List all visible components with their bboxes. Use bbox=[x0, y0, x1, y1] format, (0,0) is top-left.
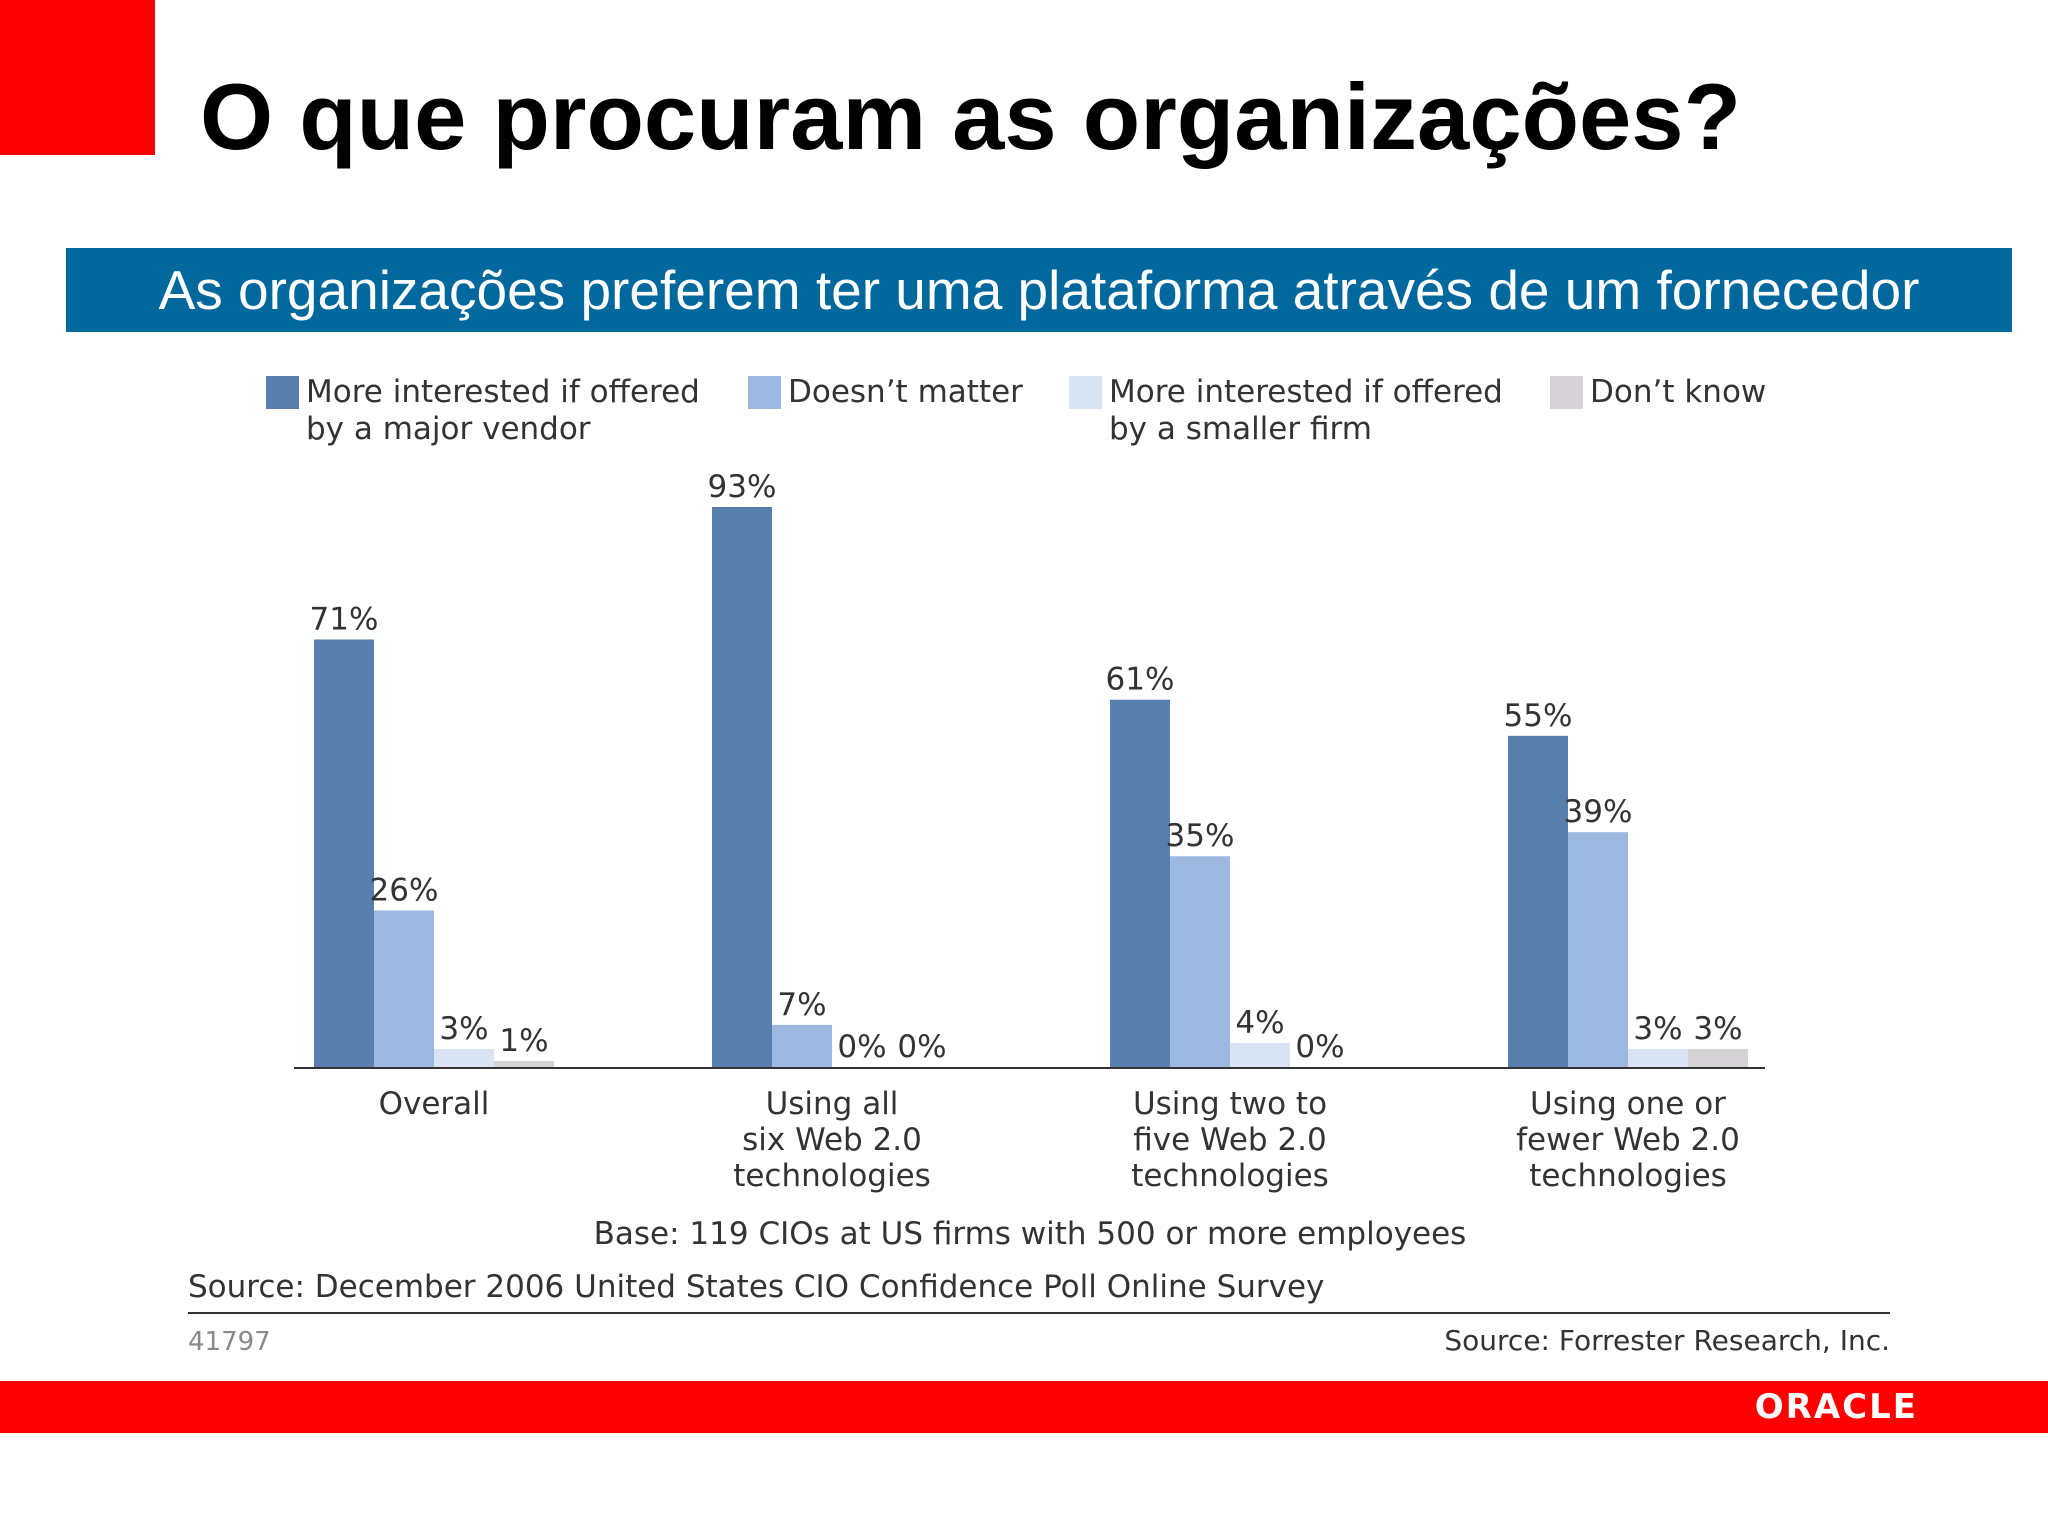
legend-label-line: by a major vendor bbox=[306, 411, 591, 447]
credit-note: Source: Forrester Research, Inc. bbox=[1444, 1324, 1890, 1357]
data-label-s1-c1: 7% bbox=[777, 987, 826, 1023]
x-tick-label-line: fewer Web 2.0 bbox=[1516, 1122, 1740, 1158]
legend-label-line: Doesn’t matter bbox=[788, 374, 1023, 410]
x-tick-label-line: five Web 2.0 bbox=[1133, 1122, 1327, 1158]
data-label-s3-c0: 1% bbox=[499, 1023, 548, 1059]
data-label-s1-c2: 35% bbox=[1166, 818, 1235, 854]
slide-title: O que procuram as organizações? bbox=[200, 64, 1741, 169]
x-tick-label-2: Using two to five Web 2.0 technologies bbox=[1131, 1086, 1329, 1194]
bar-s1-c1 bbox=[772, 1024, 832, 1067]
data-label-s0-c3: 55% bbox=[1504, 698, 1573, 734]
legend-label-2: More interested if offered by a smaller f… bbox=[1109, 374, 1503, 447]
bar-s3-c3 bbox=[1688, 1048, 1748, 1067]
bar-s0-c3 bbox=[1508, 735, 1568, 1067]
data-label-s0-c2: 61% bbox=[1106, 662, 1175, 698]
oracle-logo: ORACLE bbox=[1754, 1387, 1918, 1427]
chart-x-labels: Overall Using all six Web 2.0 technologiesU… bbox=[379, 1086, 1740, 1194]
data-label-s2-c0: 3% bbox=[439, 1011, 488, 1047]
data-label-s1-c0: 26% bbox=[370, 872, 439, 908]
bar-s0-c2 bbox=[1110, 699, 1170, 1067]
bar-s1-c3 bbox=[1568, 832, 1628, 1067]
data-label-s1-c3: 39% bbox=[1564, 794, 1633, 830]
bar-chart: More interested if offered by a major ven… bbox=[188, 374, 1890, 1357]
bar-s1-c0 bbox=[374, 910, 434, 1067]
legend-label-1: Doesn’t matter bbox=[788, 374, 1023, 410]
subtitle-banner: As organizações preferem ter uma platafo… bbox=[66, 248, 2012, 332]
x-tick-label-3: Using one or fewer Web 2.0 technologies bbox=[1516, 1086, 1740, 1194]
bar-s0-c1 bbox=[712, 507, 772, 1067]
x-tick-label-line: Using all bbox=[766, 1086, 899, 1122]
x-tick-label-line: technologies bbox=[1529, 1158, 1727, 1194]
data-label-s3-c1: 0% bbox=[897, 1029, 946, 1065]
legend-label-line: More interested if offered bbox=[306, 374, 700, 410]
data-label-s2-c2: 4% bbox=[1235, 1005, 1284, 1041]
bar-s0-c0 bbox=[314, 639, 374, 1067]
bar-s2-c2 bbox=[1230, 1042, 1290, 1067]
x-tick-label-line: Overall bbox=[379, 1086, 490, 1122]
x-tick-label-line: technologies bbox=[1131, 1158, 1329, 1194]
legend-swatch-3 bbox=[1550, 376, 1583, 409]
data-label-s0-c1: 93% bbox=[708, 469, 777, 505]
legend-swatch-2 bbox=[1069, 376, 1102, 409]
x-tick-label-line: Using two to bbox=[1133, 1086, 1327, 1122]
data-label-s3-c3: 3% bbox=[1693, 1011, 1742, 1047]
legend-label-line: by a smaller firm bbox=[1109, 411, 1372, 447]
legend-label-3: Don’t know bbox=[1590, 374, 1766, 410]
bar-s3-c0 bbox=[494, 1060, 554, 1067]
data-label-s3-c2: 0% bbox=[1295, 1029, 1344, 1065]
chart-legend: More interested if offered by a major ven… bbox=[266, 374, 1766, 447]
source-note: Source: December 2006 United States CIO … bbox=[188, 1269, 1324, 1305]
legend-swatch-1 bbox=[748, 376, 781, 409]
red-corner-block bbox=[0, 0, 155, 155]
legend-label-line: Don’t know bbox=[1590, 374, 1766, 410]
base-note: Base: 119 CIOs at US firms with 500 or m… bbox=[594, 1216, 1467, 1252]
x-tick-label-line: six Web 2.0 bbox=[742, 1122, 922, 1158]
banner-text: As organizações preferem ter uma platafo… bbox=[158, 259, 1920, 321]
bar-s2-c3 bbox=[1628, 1048, 1688, 1067]
x-tick-label-1: Using all six Web 2.0 technologies bbox=[733, 1086, 931, 1194]
legend-swatch-0 bbox=[266, 376, 299, 409]
bar-s1-c2 bbox=[1170, 856, 1230, 1067]
data-label-s2-c3: 3% bbox=[1633, 1011, 1682, 1047]
legend-label-0: More interested if offered by a major ven… bbox=[306, 374, 700, 447]
figure-id: 41797 bbox=[188, 1327, 271, 1357]
data-label-s0-c0: 71% bbox=[310, 601, 379, 637]
x-tick-label-0: Overall bbox=[379, 1086, 490, 1122]
x-tick-label-line: technologies bbox=[733, 1158, 931, 1194]
legend-label-line: More interested if offered bbox=[1109, 374, 1503, 410]
bar-s2-c0 bbox=[434, 1048, 494, 1067]
data-label-s2-c1: 0% bbox=[837, 1029, 886, 1065]
x-tick-label-line: Using one or bbox=[1530, 1086, 1726, 1122]
footer-bar: ORACLE bbox=[0, 1381, 2048, 1433]
chart-bars: 71% 26% 3% 1% 93% 7% 0% 0% 61% 35% 4% 0% 55% 39% 3% 3% bbox=[310, 469, 1748, 1067]
